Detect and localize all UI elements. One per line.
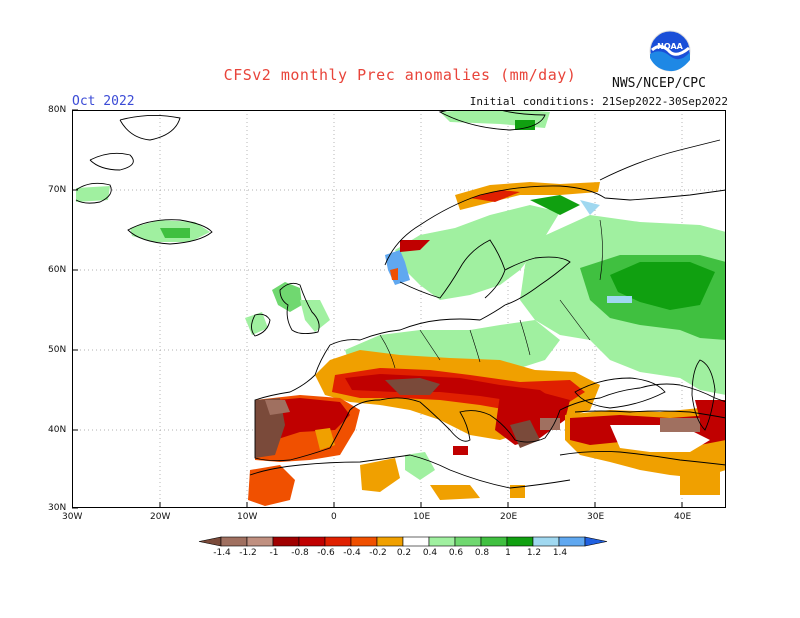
colorbar-tick-label: 0.6 — [448, 548, 464, 558]
lat-label-30n: 30N — [48, 503, 67, 513]
lon-label-10w: 10W — [237, 512, 258, 522]
coastlines — [75, 110, 726, 489]
scandinavia-wet — [395, 205, 560, 300]
agency-label: NWS/NCEP/CPC — [612, 76, 706, 91]
colorbar-tick-label: 0.2 — [396, 548, 412, 558]
lon-label-10e: 10E — [413, 512, 431, 522]
colorbar-tick-label: -0.4 — [343, 548, 361, 558]
colorbar-segment — [506, 536, 534, 547]
lon-label-40e: 40E — [674, 512, 692, 522]
colorbar-segment — [428, 536, 456, 547]
lon-label-0: 0 — [331, 512, 337, 522]
colorbar — [198, 536, 608, 547]
colorbar-tick-label: -0.8 — [291, 548, 309, 558]
russia-wet-dark — [610, 262, 715, 310]
map-border — [72, 110, 726, 508]
uk-wet — [272, 282, 302, 312]
noaa-logo-icon: NOAA — [649, 30, 691, 76]
colorbar-segment — [480, 536, 508, 547]
colorbar-segment — [324, 536, 352, 547]
colorbar-tick-label: 1.4 — [552, 548, 568, 558]
colorbar-tick-label: -0.2 — [369, 548, 387, 558]
lat-label-60n: 60N — [48, 265, 67, 275]
colorbar-segment — [454, 536, 482, 547]
colorbar-segment — [272, 536, 300, 547]
lat-label-50n: 50N — [48, 345, 67, 355]
colorbar-segment — [220, 536, 248, 547]
lat-label-80n: 80N — [48, 105, 67, 115]
colorbar-tick-label: 1 — [505, 548, 511, 558]
logo-text: NOAA — [657, 42, 683, 51]
lon-label-30w: 30W — [62, 512, 83, 522]
colorbar-tick-label: 0.4 — [422, 548, 438, 558]
colorbar-segment — [246, 536, 274, 547]
lon-label-30e: 30E — [587, 512, 605, 522]
colorbar-segment — [402, 536, 430, 547]
initial-conditions: Initial conditions: 21Sep2022-30Sep2022 — [469, 95, 728, 108]
colorbar-segment — [350, 536, 378, 547]
colorbar-segment — [532, 536, 560, 547]
colorbar-segment — [584, 536, 608, 547]
colorbar-segment — [558, 536, 586, 547]
colorbar-tick-label: -1.4 — [213, 548, 231, 558]
lat-label-70n: 70N — [48, 185, 67, 195]
colorbar-tick-label: -1 — [269, 548, 279, 558]
colorbar-tick-label: -1.2 — [239, 548, 257, 558]
colorbar-tick-label: 1.2 — [526, 548, 542, 558]
colorbar-tick-label: -0.6 — [317, 548, 335, 558]
colorbar-tick-label: 0.8 — [474, 548, 490, 558]
colorbar-segment — [376, 536, 404, 547]
forecast-period: Oct 2022 — [72, 94, 135, 109]
colorbar-segment — [298, 536, 326, 547]
wet-anomaly-regions — [76, 110, 726, 480]
map-title: CFSv2 monthly Prec anomalies (mm/day) — [223, 66, 577, 84]
colorbar-segment — [198, 536, 222, 547]
north-africa-dry — [248, 465, 295, 506]
lon-label-20w: 20W — [150, 512, 171, 522]
lat-label-40n: 40N — [48, 425, 67, 435]
lon-label-20e: 20E — [500, 512, 518, 522]
